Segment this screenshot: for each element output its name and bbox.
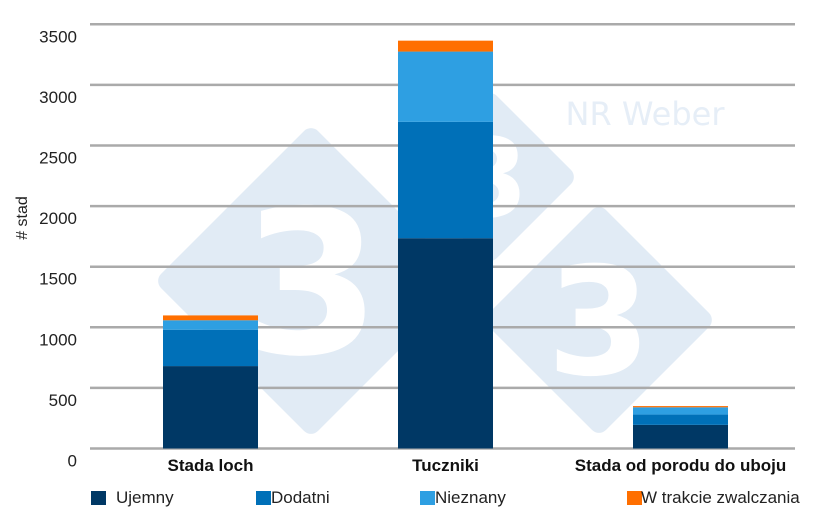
y-tick-label: 1000 [39,330,77,349]
x-axis-categories: Stada loch Tuczniki Stada od porodu do ubo… [168,456,787,475]
legend: Ujemny Dodatni Nieznany W trakcie zwalczani… [91,488,800,507]
x-category-label: Stada od porodu do uboju [575,456,787,475]
watermark-digit: 3 [547,236,651,410]
watermark-text: NR Weber [566,95,726,133]
bar-segment [163,320,258,330]
y-axis-label: # stad [14,196,31,240]
bar-segment [633,424,728,449]
bar-stack [633,406,728,449]
bar-segment [398,40,493,52]
bar-segment [633,407,728,415]
bar-segment [398,121,493,239]
legend-item: Dodatni [256,488,330,507]
y-tick-label: 3500 [39,27,77,46]
y-tick-label: 0 [68,452,77,471]
bars [163,40,728,449]
y-axis-ticks: 0 500 1000 1500 2000 2500 3000 3500 [39,27,77,470]
bar-segment [163,315,258,321]
bar-segment [398,51,493,122]
bar-segment [398,238,493,449]
legend-item: Ujemny [91,488,174,507]
legend-label: Nieznany [435,488,506,507]
x-category-label: Tuczniki [412,456,479,475]
bar-segment [633,414,728,425]
bar-stack [163,315,258,449]
legend-label: Dodatni [271,488,330,507]
watermark-diamond [486,207,712,433]
watermark-digit: 3 [241,168,380,401]
bar-segment [633,406,728,408]
legend-label: Ujemny [116,488,174,507]
legend-swatch [420,491,435,505]
y-tick-label: 2500 [39,149,77,168]
legend-item: W trakcie zwalczania [627,488,800,507]
bar-segment [163,366,258,449]
y-tick-label: 2000 [39,209,77,228]
legend-swatch [256,491,271,505]
legend-label: W trakcie zwalczania [641,488,800,507]
legend-swatch [627,491,642,505]
bar-stack [398,40,493,449]
y-tick-label: 500 [49,391,77,410]
legend-swatch [91,491,106,505]
y-tick-label: 1500 [39,270,77,289]
y-tick-label: 3000 [39,88,77,107]
x-category-label: Stada loch [168,456,254,475]
bar-segment [163,329,258,367]
legend-item: Nieznany [420,488,506,507]
